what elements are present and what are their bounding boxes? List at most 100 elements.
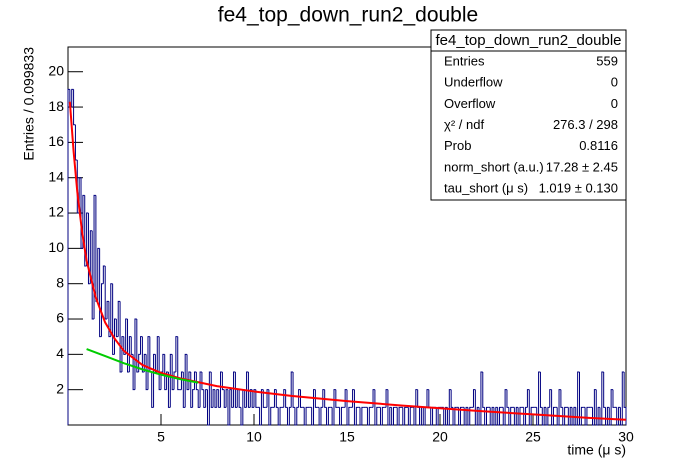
- histogram-bin: [283, 389, 286, 408]
- histogram-bin: [225, 389, 228, 408]
- stats-label: Prob: [444, 138, 471, 153]
- histogram-bin: [551, 389, 554, 426]
- histogram-bin: [376, 406, 379, 425]
- histogram-bin: [359, 407, 362, 426]
- histogram-bin: [190, 372, 193, 408]
- histogram-bin: [128, 336, 132, 373]
- histogram-bin: [123, 336, 126, 355]
- histogram-bin: [528, 389, 532, 426]
- histogram-bin: [580, 406, 584, 425]
- histogram-bin: [595, 389, 599, 426]
- histogram-bin: [327, 406, 331, 425]
- stats-value: 559: [596, 53, 618, 68]
- histogram-bin: [84, 195, 87, 267]
- histogram-bin: [167, 372, 171, 408]
- histogram-bin: [106, 300, 109, 320]
- histogram-bin: [556, 407, 560, 426]
- histogram-bin: [180, 371, 184, 390]
- stats-value: 0.8116: [579, 138, 618, 153]
- histogram-bin: [195, 372, 199, 391]
- histogram-bin: [404, 406, 407, 425]
- histogram-bin: [229, 389, 232, 425]
- histogram-bin: [130, 336, 134, 355]
- histogram-bin: [201, 372, 204, 391]
- histogram-bin: [541, 407, 545, 426]
- histogram-bin: [616, 407, 619, 426]
- histogram-bin: [593, 389, 597, 425]
- histogram-bin: [573, 406, 576, 425]
- y-tick-label: 14: [48, 168, 64, 184]
- histogram-bin: [454, 406, 457, 425]
- stats-value: 0: [611, 75, 618, 90]
- histogram-bin: [608, 407, 612, 426]
- fit-curve: [68, 101, 627, 421]
- histogram-bin: [110, 283, 113, 337]
- histogram-bin: [472, 389, 476, 408]
- x-tick-label: 20: [432, 429, 448, 445]
- histogram-bin: [605, 407, 608, 426]
- chart-title: fe4_top_down_run2_double: [218, 4, 478, 27]
- histogram-bin: [253, 389, 256, 408]
- histogram-bin: [277, 407, 281, 426]
- histogram-bin: [599, 407, 602, 426]
- histogram-bin: [175, 336, 178, 373]
- histogram-bin: [244, 389, 247, 408]
- histogram-bin: [173, 371, 176, 390]
- histogram-bin: [333, 389, 336, 425]
- histogram-bin: [476, 406, 480, 425]
- x-axis-title: time (μ s): [567, 442, 626, 458]
- histogram-bin: [510, 406, 513, 425]
- histogram-bin: [430, 407, 433, 426]
- histogram-bin: [526, 389, 530, 408]
- histogram-bin: [385, 389, 388, 408]
- y-tick-label: 6: [56, 310, 64, 326]
- stats-label: Entries: [444, 53, 485, 68]
- histogram-bin: [231, 389, 234, 408]
- histogram-bin: [156, 336, 160, 373]
- histogram-bin: [426, 389, 429, 408]
- histogram-bin: [140, 336, 143, 355]
- x-tick-label: 10: [246, 429, 262, 445]
- histogram-bin: [547, 406, 550, 425]
- histogram-bin: [478, 407, 481, 426]
- histogram-bin: [288, 406, 292, 425]
- histogram-bin: [220, 371, 223, 408]
- histogram-bin: [147, 336, 150, 390]
- histogram-bin: [158, 336, 161, 391]
- histogram-bin: [169, 353, 173, 408]
- histogram-bin: [192, 389, 195, 408]
- histogram-bin: [238, 389, 241, 408]
- fit-curve: [86, 348, 199, 384]
- histogram-bin: [538, 371, 541, 425]
- histogram-bin: [104, 266, 108, 320]
- histogram-bin: [303, 407, 307, 426]
- histogram-bin: [177, 336, 180, 391]
- histogram-bin: [495, 406, 498, 425]
- histogram-bin: [313, 389, 316, 425]
- histogram-bin: [465, 406, 468, 425]
- histogram-bin: [138, 353, 141, 373]
- histogram-bin: [379, 407, 383, 426]
- stats-label: χ² / ndf: [444, 117, 484, 132]
- histogram-bin: [567, 407, 571, 426]
- histogram-bin: [467, 407, 470, 426]
- histogram-bin: [536, 407, 539, 426]
- histogram-bin: [74, 124, 78, 161]
- histogram-bin: [153, 353, 156, 408]
- histogram-bin: [499, 406, 502, 425]
- histogram-bin: [247, 372, 251, 408]
- histogram-bin: [221, 372, 225, 391]
- histogram-bin: [497, 407, 500, 426]
- histogram-bin: [530, 406, 533, 425]
- histogram-bin: [112, 283, 115, 355]
- histogram-bin: [612, 389, 615, 408]
- histogram-bin: [413, 407, 416, 426]
- histogram-bin: [549, 389, 552, 408]
- histogram-bin: [452, 407, 455, 426]
- y-axis-title: Entries / 0.099833: [21, 47, 37, 161]
- histogram-bin: [480, 371, 483, 425]
- histogram-bin: [121, 336, 124, 373]
- histogram-bin: [197, 389, 201, 408]
- histogram-bin: [571, 407, 574, 426]
